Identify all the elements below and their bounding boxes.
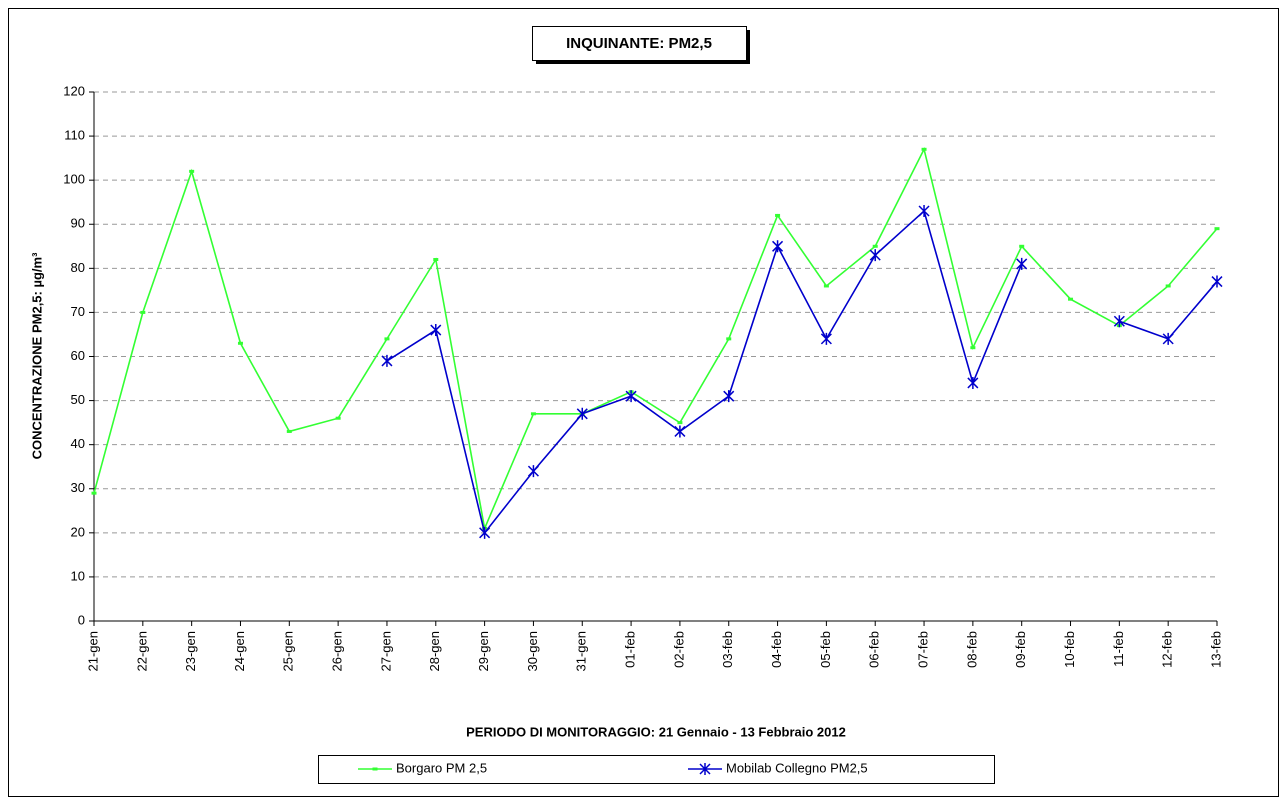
x-tick-label: 25-gen [281, 631, 296, 671]
x-tick-label: 03-feb [720, 631, 735, 668]
legend-label: Mobilab Collegno PM2,5 [726, 760, 868, 775]
marker [1165, 284, 1171, 288]
y-tick-label: 120 [63, 83, 85, 98]
y-tick-label: 0 [78, 612, 85, 627]
x-tick-label: 26-gen [330, 631, 345, 671]
y-tick-label: 100 [63, 172, 85, 187]
y-tick-label: 30 [71, 480, 85, 495]
marker [576, 407, 588, 420]
marker [823, 284, 829, 288]
marker [237, 341, 243, 345]
x-tick-label: 12-feb [1160, 631, 1175, 668]
y-tick-label: 10 [71, 568, 85, 583]
marker [921, 147, 927, 151]
x-tick-label: 29-gen [476, 631, 491, 671]
x-tick-label: 08-feb [964, 631, 979, 668]
x-axis-label: PERIODO DI MONITORAGGIO: 21 Gennaio - 13… [466, 724, 846, 739]
marker [726, 337, 732, 341]
y-tick-label: 50 [71, 392, 85, 407]
y-tick-label: 110 [64, 128, 85, 143]
legend-box [318, 755, 995, 784]
y-axis-label: CONCENTRAZIONE PM2,5: µg/m³ [29, 252, 44, 460]
x-tick-label: 07-feb [915, 631, 930, 668]
chart-border [8, 8, 1279, 797]
marker [1068, 297, 1074, 301]
marker [372, 767, 378, 771]
y-tick-label: 90 [71, 216, 85, 231]
marker [335, 416, 341, 420]
marker [527, 465, 539, 478]
y-tick-label: 80 [71, 260, 85, 275]
x-tick-label: 06-feb [867, 631, 882, 668]
x-tick-label: 09-feb [1013, 631, 1028, 668]
marker [674, 425, 686, 438]
marker [1162, 332, 1174, 345]
series-line [93, 147, 1218, 532]
x-tick-label: 23-gen [183, 631, 198, 671]
marker [699, 763, 711, 775]
marker [677, 421, 683, 425]
x-tick-label: 28-gen [427, 631, 442, 671]
marker [1211, 275, 1223, 288]
marker [869, 249, 881, 262]
x-tick-label: 01-feb [623, 631, 638, 668]
marker [772, 240, 784, 253]
x-tick-label: 31-gen [574, 631, 589, 671]
marker [1214, 227, 1220, 231]
x-tick-label: 30-gen [525, 631, 540, 671]
x-tick-label: 27-gen [378, 631, 393, 671]
chart-title: INQUINANTE: PM2,5 [566, 35, 712, 52]
marker [1113, 315, 1125, 328]
marker [872, 244, 878, 248]
x-tick-label: 04-feb [769, 631, 784, 668]
x-tick-label: 24-gen [232, 631, 247, 671]
x-tick-label: 13-feb [1208, 631, 1223, 668]
x-tick-label: 22-gen [134, 631, 149, 671]
x-tick-label: 02-feb [671, 631, 686, 668]
y-tick-label: 40 [71, 436, 85, 451]
marker [625, 390, 637, 403]
marker [430, 324, 442, 337]
marker [1016, 257, 1028, 270]
marker [286, 429, 292, 433]
marker [140, 310, 146, 314]
x-tick-label: 11-feb [1111, 631, 1126, 667]
marker [918, 205, 930, 218]
y-tick-label: 70 [71, 304, 85, 319]
marker [189, 169, 195, 173]
marker [775, 213, 781, 217]
marker [970, 346, 976, 350]
x-tick-label: 10-feb [1062, 631, 1077, 668]
marker [479, 526, 491, 539]
marker [91, 491, 97, 495]
marker [530, 412, 536, 416]
marker [384, 337, 390, 341]
x-tick-label: 05-feb [818, 631, 833, 668]
y-tick-label: 20 [71, 524, 85, 539]
marker [820, 332, 832, 345]
title-box [532, 26, 747, 61]
marker [433, 258, 439, 262]
marker [967, 376, 979, 389]
marker [381, 354, 393, 367]
x-tick-label: 21-gen [85, 631, 100, 671]
legend-label: Borgaro PM 2,5 [396, 760, 487, 775]
y-tick-label: 60 [71, 348, 85, 363]
marker [723, 390, 735, 403]
marker [1019, 244, 1025, 248]
